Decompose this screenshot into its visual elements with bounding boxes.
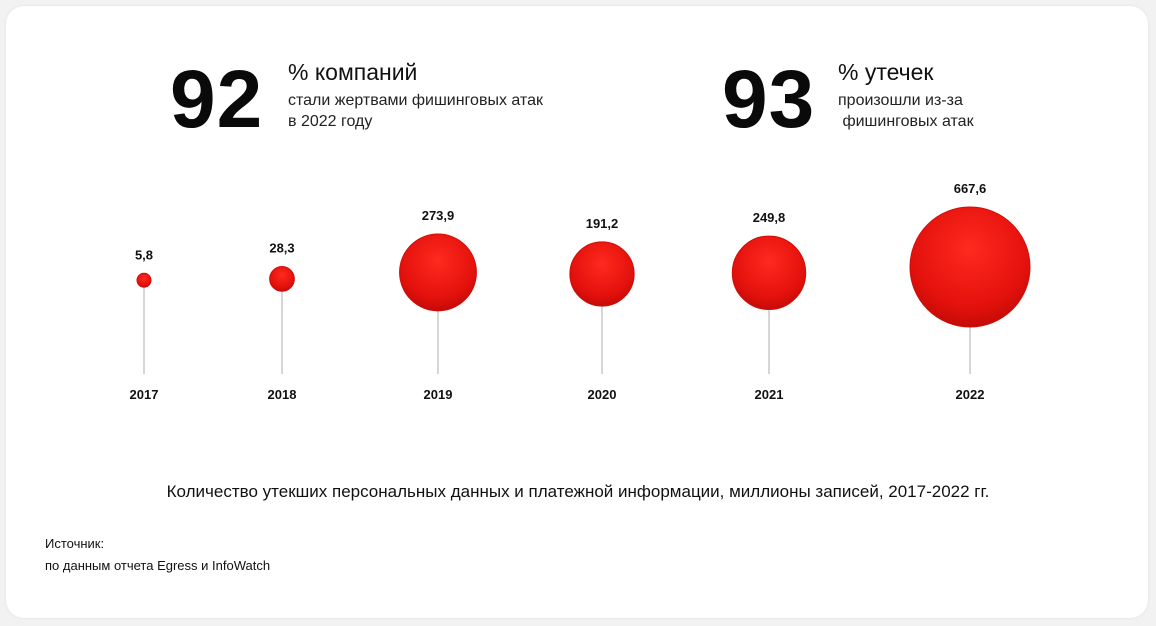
- data-bubble-2017: [136, 272, 152, 288]
- stat-description: стали жертвами фишинговых атак в 2022 го…: [288, 92, 543, 130]
- year-label: 2020: [588, 387, 617, 402]
- data-label: 667,6: [954, 181, 987, 196]
- year-label: 2022: [956, 387, 985, 402]
- stat-description: произошли из-за фишинговых атак: [838, 92, 974, 130]
- data-bubble-2020: [569, 241, 635, 307]
- data-label: 249,8: [753, 210, 786, 225]
- stat-headline: % утечек: [838, 59, 934, 85]
- data-bubble-2019: [399, 233, 477, 312]
- data-label: 191,2: [586, 216, 619, 231]
- data-bubble-2021: [731, 235, 807, 311]
- source-note: Источник: по данным отчета Egress и Info…: [45, 533, 270, 577]
- stat-number: 92: [170, 54, 264, 145]
- year-label: 2019: [424, 387, 453, 402]
- year-label: 2017: [130, 387, 159, 402]
- year-label: 2021: [755, 387, 784, 402]
- year-label: 2018: [268, 387, 297, 402]
- stat-number: 93: [722, 54, 816, 145]
- stat-headline: % компаний: [288, 59, 418, 85]
- source-label: Источник:: [45, 536, 105, 551]
- chart-caption: Количество утекших персональных данных и…: [166, 482, 990, 501]
- data-bubble-2022: [909, 206, 1031, 328]
- data-label: 28,3: [269, 241, 294, 256]
- data-label: 273,9: [422, 208, 455, 223]
- source-text: по данным отчета Egress и InfoWatch: [45, 558, 271, 573]
- data-bubble-2018: [269, 266, 295, 292]
- data-label: 5,8: [135, 247, 153, 262]
- bubble-chart: 5,8 2017 28,3 2018 273,9 2019 191,2 2020 249,8 20…: [130, 181, 1031, 402]
